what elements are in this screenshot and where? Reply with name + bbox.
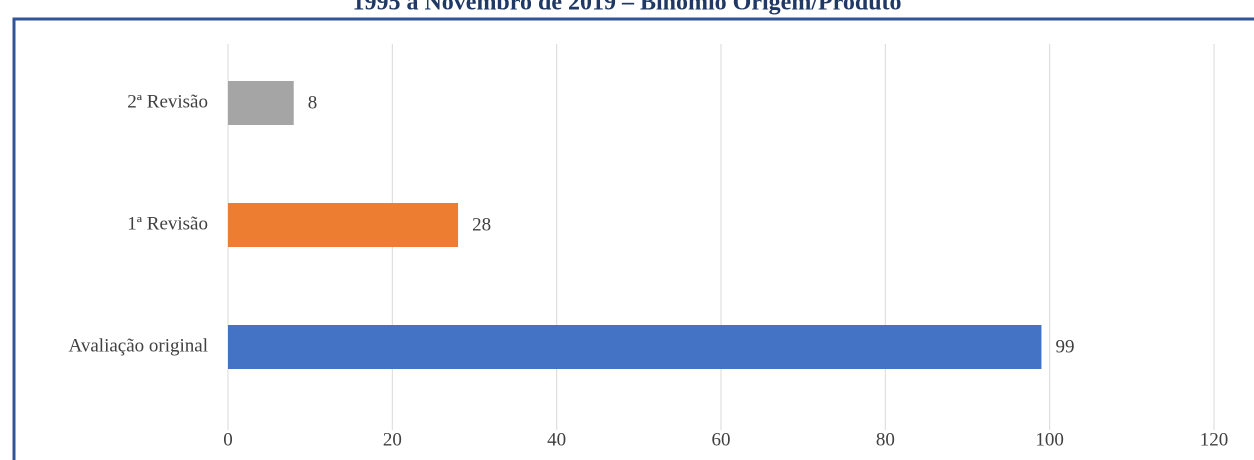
chart-frame [12, 17, 1254, 460]
x-tick-label: 40 [547, 429, 566, 450]
x-tick-label: 80 [876, 429, 895, 450]
x-tick-label: 100 [1035, 429, 1064, 450]
data-label: 99 [1055, 336, 1074, 357]
bar [228, 81, 294, 125]
x-tick-label: 20 [383, 429, 402, 450]
y-tick-label: Avaliação original [69, 335, 208, 356]
data-label: 8 [308, 92, 318, 113]
x-tick-label: 120 [1200, 429, 1229, 450]
chart-title: 1995 a Novembro de 2019 – Binômio Origem… [352, 0, 901, 16]
bar [228, 203, 459, 247]
x-tick-label: 60 [712, 429, 731, 450]
y-tick-label: 2ª Revisão [127, 91, 208, 112]
x-tick-label: 0 [223, 429, 233, 450]
bar [228, 325, 1042, 369]
data-label: 28 [472, 214, 491, 235]
y-tick-label: 1ª Revisão [127, 213, 208, 234]
